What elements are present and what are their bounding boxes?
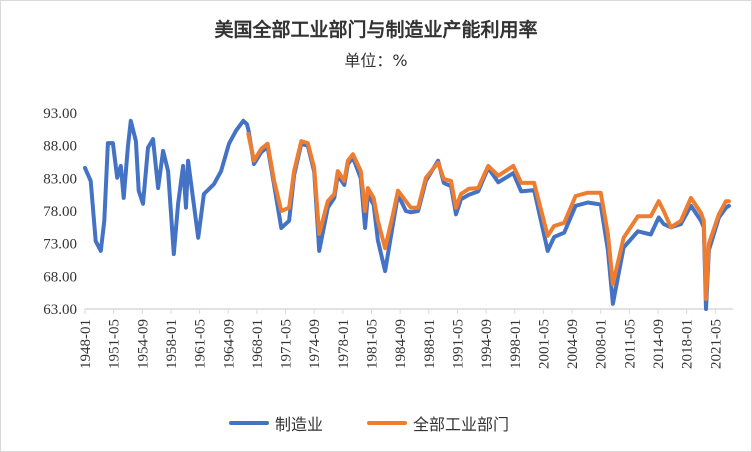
legend-item-manufacturing: 制造业 (229, 411, 323, 435)
x-tick-label: 1954-09 (135, 319, 151, 369)
y-tick-label: 73.00 (43, 237, 77, 253)
x-tick-label: 2008-01 (594, 319, 610, 369)
x-tick-label: 1991-05 (450, 319, 466, 369)
y-tick-label: 93.00 (43, 106, 77, 122)
legend-label-manufacturing: 制造业 (275, 415, 324, 434)
series-line-industry (246, 131, 731, 302)
y-tick-label: 78.00 (43, 204, 77, 220)
x-tick-label: 1958-01 (164, 319, 180, 369)
x-tick-label: 2021-05 (708, 319, 724, 369)
x-tick-label: 1998-01 (508, 319, 524, 369)
x-tick-label: 1948-01 (78, 319, 94, 369)
x-tick-label: 1978-01 (336, 319, 352, 369)
x-tick-label: 1964-09 (221, 319, 237, 369)
x-tick-label: 1968-01 (250, 319, 266, 369)
legend-item-industry: 全部工业部门 (367, 411, 509, 435)
y-tick-label: 83.00 (43, 171, 77, 187)
y-tick-label: 63.00 (43, 302, 77, 318)
series-line-manufacturing (83, 118, 731, 311)
x-tick-label: 1984-09 (393, 319, 409, 369)
y-tick-label: 68.00 (43, 269, 77, 285)
legend-label-industry: 全部工业部门 (413, 415, 510, 434)
x-tick-label: 2011-05 (622, 319, 638, 368)
x-tick-label: 1974-09 (307, 319, 323, 369)
legend-swatch-manufacturing (229, 421, 269, 425)
y-tick-label: 88.00 (43, 139, 77, 155)
x-tick-label: 1951-05 (107, 319, 123, 369)
legend-swatch-industry (367, 421, 407, 425)
x-tick-label: 1981-05 (365, 319, 381, 369)
chart-subtitle: 单位：% (344, 51, 408, 70)
x-tick-label: 2014-09 (651, 319, 667, 369)
x-tick-label: 1961-05 (193, 319, 209, 369)
x-tick-label: 2001-05 (536, 319, 552, 369)
x-tick-label: 2018-01 (680, 319, 696, 369)
chart-title: 美国全部工业部门与制造业产能利用率 (214, 19, 538, 41)
x-tick-label: 2004-09 (565, 319, 581, 369)
x-tick-label: 1988-01 (422, 319, 438, 369)
x-tick-label: 1994-09 (479, 319, 495, 369)
x-tick-label: 1971-05 (279, 319, 295, 369)
